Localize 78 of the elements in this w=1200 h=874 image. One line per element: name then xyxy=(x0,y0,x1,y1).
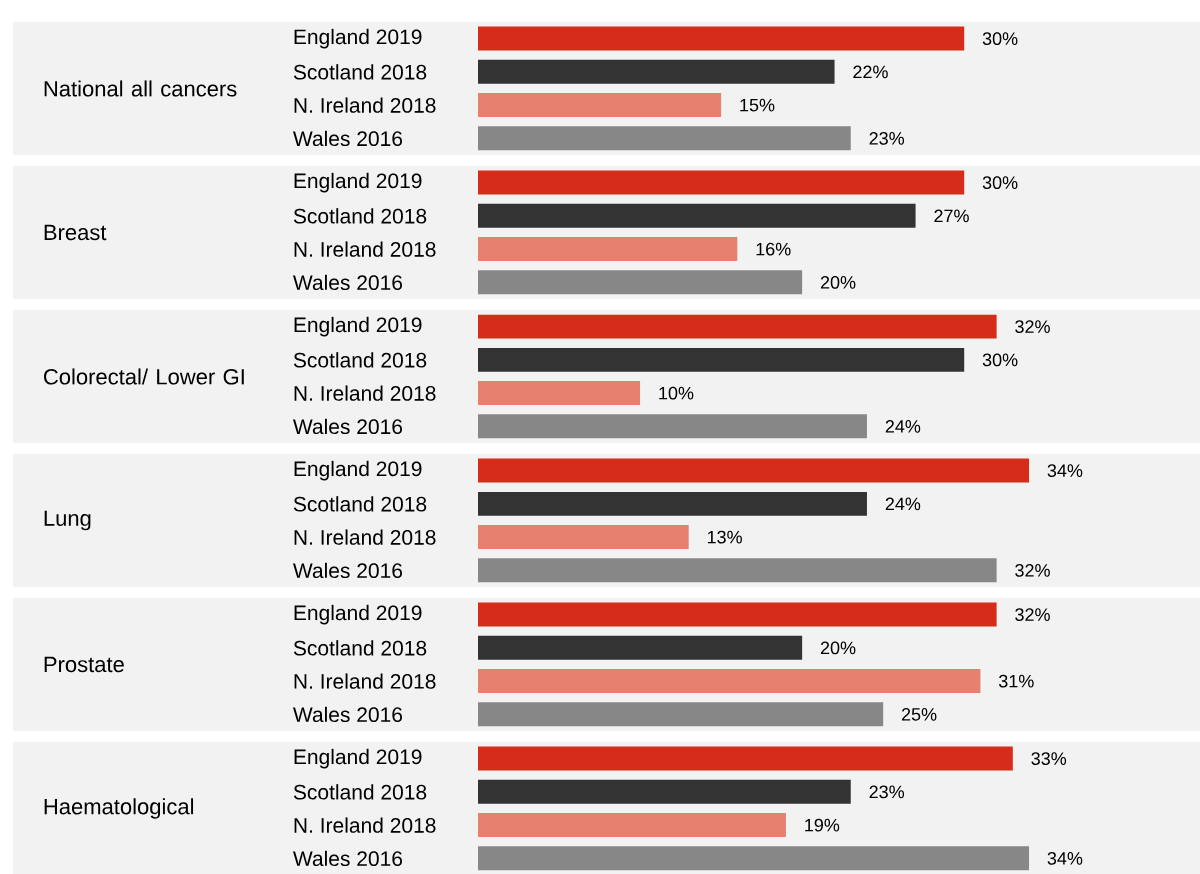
y-tick-label: Scotland 2018 xyxy=(293,784,427,800)
y-tick-label: N. Ireland 2018 xyxy=(294,385,436,401)
bar xyxy=(478,59,835,84)
bar xyxy=(478,558,997,583)
bar xyxy=(478,314,997,339)
y-tick-label: England 2019 xyxy=(294,748,422,769)
y-tick-label: England 2019 xyxy=(294,604,422,625)
bar xyxy=(478,846,1030,871)
bar xyxy=(478,746,1013,771)
data-label: 32% xyxy=(1015,608,1050,621)
y-tick-label: England 2019 xyxy=(294,28,422,49)
data-label: 34% xyxy=(1047,851,1083,865)
data-label: 24% xyxy=(885,420,921,433)
y-axis-title: Breast xyxy=(44,224,107,241)
y-tick-label: Scotland 2018 xyxy=(293,640,427,656)
y-tick-label: N. Ireland 2018 xyxy=(294,241,436,257)
data-label: 20% xyxy=(820,641,856,655)
bar xyxy=(478,126,851,151)
bar xyxy=(478,26,965,51)
bar xyxy=(478,170,965,195)
bar xyxy=(478,525,689,550)
bar xyxy=(478,669,981,694)
data-label: 32% xyxy=(1015,563,1050,577)
data-label: 13% xyxy=(707,530,742,544)
bar xyxy=(478,702,884,727)
y-tick-label: N. Ireland 2018 xyxy=(294,529,436,545)
y-tick-label: Wales 2016 xyxy=(293,418,403,435)
data-label: 31% xyxy=(998,674,1034,688)
bar xyxy=(478,203,916,228)
y-axis-title: Haematological xyxy=(44,798,194,819)
y-tick-label: Scotland 2018 xyxy=(293,496,427,512)
y-axis-title: National all cancers xyxy=(44,80,237,97)
data-label: 15% xyxy=(740,98,775,112)
bar xyxy=(478,779,851,804)
data-label: 25% xyxy=(901,707,937,721)
bar xyxy=(478,813,786,838)
data-label: 27% xyxy=(934,209,969,223)
y-tick-label: England 2019 xyxy=(294,316,422,337)
data-label: 30% xyxy=(982,176,1018,189)
bar xyxy=(478,602,997,627)
data-label: 10% xyxy=(659,386,694,400)
y-axis-title: Lung xyxy=(44,510,91,531)
data-label: 30% xyxy=(982,353,1018,367)
bar xyxy=(478,347,965,372)
bar xyxy=(478,381,641,406)
data-label: 16% xyxy=(756,242,791,256)
bar xyxy=(478,93,722,118)
y-tick-label: Wales 2016 xyxy=(293,274,403,291)
y-tick-label: N. Ireland 2018 xyxy=(294,817,436,833)
y-tick-label: England 2019 xyxy=(294,460,422,481)
data-label: 22% xyxy=(853,65,888,79)
data-label: 20% xyxy=(820,275,856,289)
data-label: 19% xyxy=(805,818,840,832)
y-tick-label: Wales 2016 xyxy=(293,130,403,147)
y-tick-label: Wales 2016 xyxy=(293,706,403,723)
y-axis-title: Prostate xyxy=(44,656,124,673)
y-tick-label: Wales 2016 xyxy=(293,850,403,867)
data-label: 34% xyxy=(1047,464,1083,477)
bar xyxy=(478,414,867,439)
bar xyxy=(478,635,803,660)
y-tick-label: N. Ireland 2018 xyxy=(294,97,436,113)
y-axis-title: Colorectal/ Lower GI xyxy=(44,368,244,385)
data-label: 24% xyxy=(885,497,921,511)
data-label: 30% xyxy=(982,32,1018,45)
data-label: 33% xyxy=(1031,752,1067,765)
y-tick-label: Scotland 2018 xyxy=(293,64,427,80)
bar xyxy=(478,491,867,516)
y-tick-label: N. Ireland 2018 xyxy=(294,673,436,689)
y-tick-label: Scotland 2018 xyxy=(293,352,427,368)
y-tick-label: England 2019 xyxy=(294,172,422,193)
bar xyxy=(478,458,1030,483)
bar xyxy=(478,237,738,262)
data-label: 23% xyxy=(869,785,905,799)
bar xyxy=(478,270,803,295)
data-label: 23% xyxy=(869,131,905,145)
y-tick-label: Scotland 2018 xyxy=(293,208,427,224)
y-tick-label: Wales 2016 xyxy=(293,562,403,579)
data-label: 32% xyxy=(1015,320,1050,333)
